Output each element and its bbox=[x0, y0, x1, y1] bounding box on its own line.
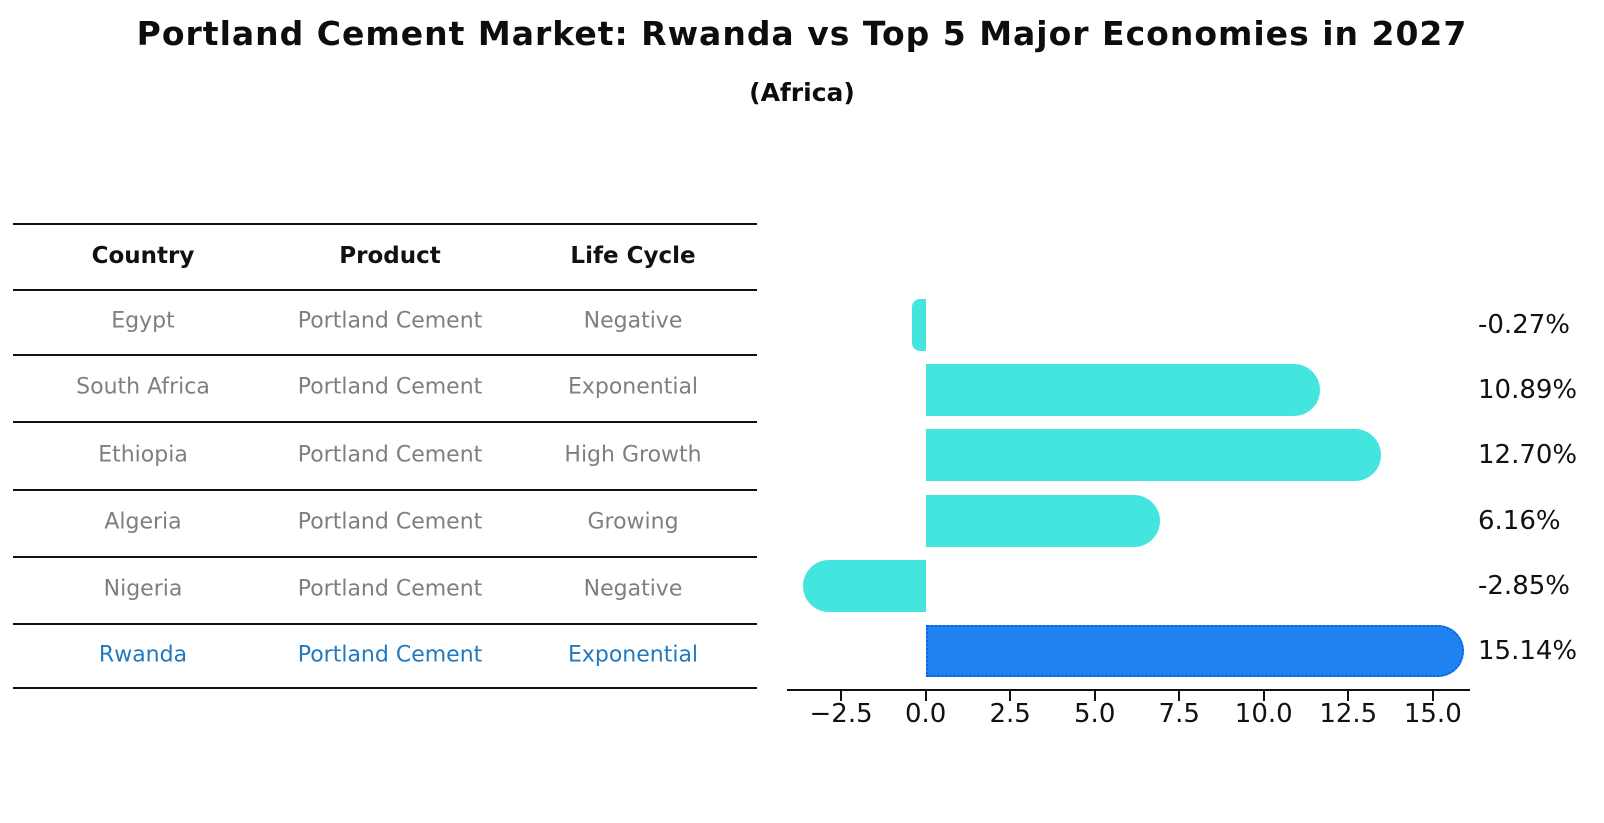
x-axis-tick bbox=[1347, 691, 1350, 701]
table-cell-country: Algeria bbox=[104, 509, 182, 535]
bar-value-label: 12.70% bbox=[1478, 440, 1578, 470]
table-cell-life-cycle: Exponential bbox=[567, 642, 699, 668]
table-cell-life-cycle: Negative bbox=[583, 308, 683, 334]
table-cell-product: Portland Cement bbox=[297, 374, 483, 400]
table-divider-line bbox=[13, 289, 757, 291]
table-cell-country: South Africa bbox=[76, 374, 210, 400]
table-header-country: Country bbox=[91, 243, 195, 269]
table-header-product: Product bbox=[339, 243, 441, 269]
x-axis-tick-label: −2.5 bbox=[809, 699, 873, 729]
x-axis-tick bbox=[1009, 691, 1012, 701]
table-cell-product: Portland Cement bbox=[297, 509, 483, 535]
bar-egypt bbox=[912, 299, 926, 351]
x-axis-tick-label: 5.0 bbox=[1074, 699, 1116, 729]
table-divider-line bbox=[13, 687, 757, 689]
bar-south-africa bbox=[925, 364, 1320, 416]
x-axis-tick bbox=[1178, 691, 1181, 701]
table-cell-product: Portland Cement bbox=[297, 576, 483, 602]
bar-rwanda bbox=[925, 625, 1464, 677]
bar-value-label: 10.89% bbox=[1478, 375, 1578, 405]
bar-value-label: -2.85% bbox=[1478, 571, 1570, 601]
table-cell-country: Ethiopia bbox=[98, 442, 188, 468]
table-cell-life-cycle: Negative bbox=[583, 576, 683, 602]
page-title: Portland Cement Market: Rwanda vs Top 5 … bbox=[136, 14, 1468, 53]
table-cell-country: Rwanda bbox=[98, 642, 188, 668]
table-divider-line bbox=[13, 354, 757, 356]
x-axis-tick bbox=[840, 691, 843, 701]
table-cell-life-cycle: Growing bbox=[587, 509, 679, 535]
table-divider-line bbox=[13, 421, 757, 423]
table-divider-line bbox=[13, 489, 757, 491]
table-cell-product: Portland Cement bbox=[297, 642, 483, 668]
bar-value-label: 6.16% bbox=[1478, 506, 1561, 536]
bar-algeria bbox=[925, 495, 1160, 547]
table-cell-life-cycle: High Growth bbox=[564, 442, 702, 468]
x-axis-tick-label: 2.5 bbox=[989, 699, 1031, 729]
x-axis-tick-label: 15.0 bbox=[1403, 699, 1462, 729]
x-axis-tick-label: 0.0 bbox=[904, 699, 947, 729]
table-divider-line bbox=[13, 556, 757, 558]
table-divider-line bbox=[13, 223, 757, 225]
x-axis-tick bbox=[1093, 691, 1096, 701]
table-header-life-cycle: Life Cycle bbox=[570, 243, 696, 269]
table-cell-country: Egypt bbox=[111, 308, 175, 334]
x-axis-tick bbox=[1262, 691, 1265, 701]
bar-nigeria bbox=[803, 560, 926, 612]
table-cell-product: Portland Cement bbox=[297, 308, 483, 334]
table-cell-product: Portland Cement bbox=[297, 442, 483, 468]
x-axis-tick-label: 12.5 bbox=[1319, 699, 1378, 729]
table-cell-life-cycle: Exponential bbox=[567, 374, 699, 400]
table-divider-line bbox=[13, 623, 757, 625]
bar-ethiopia bbox=[925, 429, 1382, 481]
x-axis-line bbox=[787, 689, 1470, 691]
x-axis-tick-label: 10.0 bbox=[1234, 699, 1293, 729]
x-axis-tick bbox=[924, 691, 927, 701]
page-subtitle: (Africa) bbox=[749, 78, 855, 107]
bar-value-label: -0.27% bbox=[1478, 310, 1570, 340]
x-axis-tick-label: 7.5 bbox=[1158, 699, 1200, 729]
bar-value-label: 15.14% bbox=[1478, 636, 1578, 666]
table-cell-country: Nigeria bbox=[103, 576, 183, 602]
x-axis-tick bbox=[1431, 691, 1434, 701]
